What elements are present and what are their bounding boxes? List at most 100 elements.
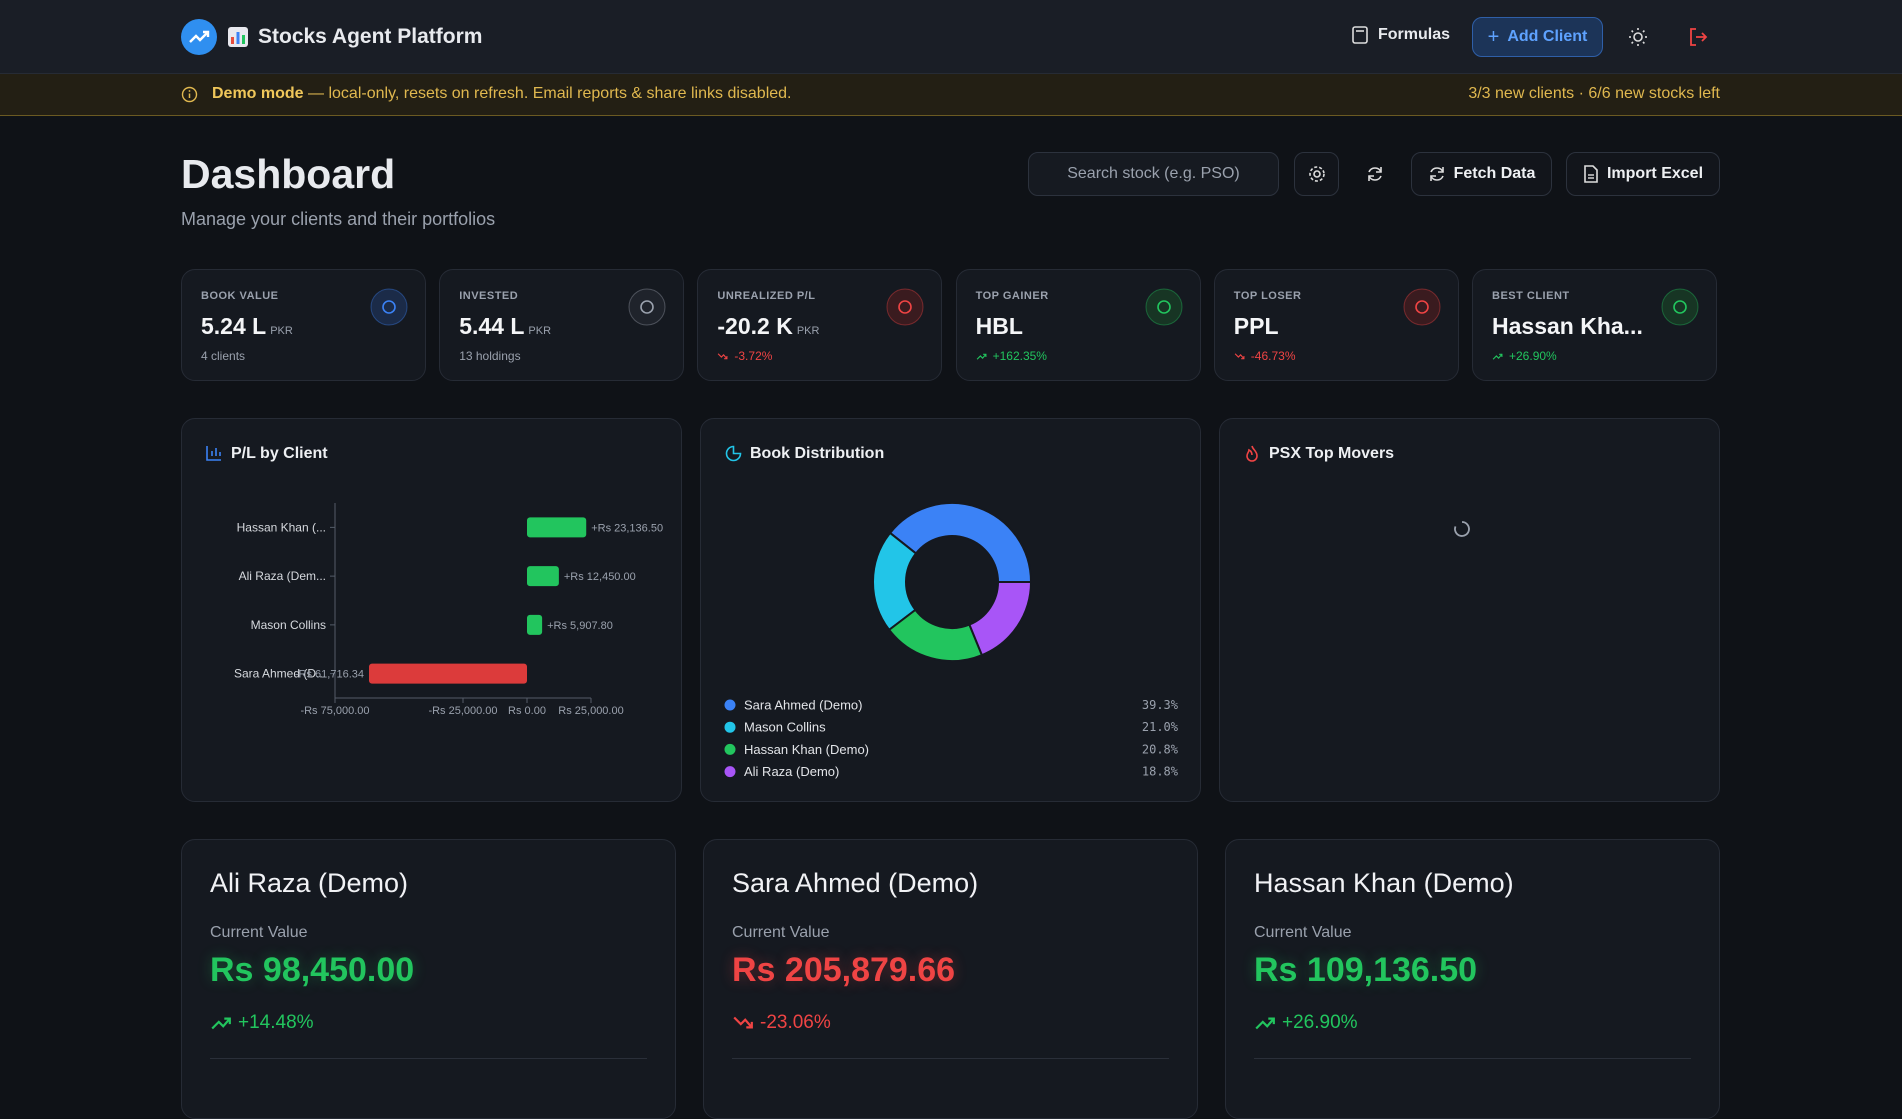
stat-value-row: Hassan Kha... bbox=[1492, 313, 1643, 340]
stat-unit: PKR bbox=[270, 325, 293, 337]
gear-icon bbox=[1308, 166, 1325, 182]
legend-value: 18.8% bbox=[1142, 765, 1179, 779]
stat-unit: PKR bbox=[528, 325, 552, 337]
refresh-icon bbox=[1429, 167, 1444, 181]
stat-icon bbox=[1661, 288, 1699, 326]
icon-bg bbox=[1403, 288, 1441, 326]
stat-label: TOP LOSER bbox=[1233, 290, 1302, 302]
pl-panel: P/L by Client -Rs 75,000.00 -Rs 25,000.00… bbox=[181, 418, 682, 802]
icon-glyph bbox=[1414, 300, 1429, 314]
stat-value-row: 5.24 L PKR bbox=[201, 313, 293, 340]
theme-toggle[interactable] bbox=[1628, 27, 1648, 47]
donut-slice bbox=[888, 502, 1033, 583]
stat-sub: -46.73% bbox=[1250, 349, 1296, 363]
value-label: Current Value bbox=[210, 924, 308, 941]
import-button[interactable]: Import Excel bbox=[1566, 152, 1720, 196]
legend-value: 39.3% bbox=[1142, 698, 1179, 712]
formulas-link[interactable]: Formulas bbox=[1352, 26, 1450, 44]
search-input[interactable]: Search stock (e.g. PSO) bbox=[1028, 152, 1279, 196]
icon-bg bbox=[886, 288, 924, 326]
legend-label: Ali Raza (Demo) bbox=[744, 764, 839, 779]
value-label: Current Value bbox=[1254, 924, 1352, 941]
stat-sub: 4 clients bbox=[201, 349, 246, 363]
divider bbox=[1254, 1058, 1691, 1059]
demo-banner: Demo mode — local-only, resets on refres… bbox=[0, 74, 1902, 116]
icon-bg bbox=[370, 288, 408, 326]
client-name: Sara Ahmed (Demo) bbox=[732, 868, 979, 898]
trend-icon bbox=[733, 1016, 753, 1029]
client-value: Rs 109,136.50 bbox=[1254, 951, 1478, 989]
client-card: Hassan Khan (Demo) Current Value Rs 109,13… bbox=[1225, 839, 1720, 1119]
stat-card: BOOK VALUE 5.24 L PKR 4 clients bbox=[181, 269, 426, 381]
x-tick-label: -Rs 25,000.00 bbox=[428, 705, 497, 717]
stat-value: -20.2 K bbox=[717, 313, 793, 339]
x-tick-label: -Rs 75,000.00 bbox=[300, 705, 369, 717]
client-card: Ali Raza (Demo) Current Value Rs 98,450.00… bbox=[181, 839, 676, 1119]
flame-icon bbox=[1246, 445, 1258, 462]
stat-value-row: HBL bbox=[976, 313, 1023, 340]
legend-label: Mason Collins bbox=[744, 720, 826, 735]
stat-card: UNREALIZED P/L -20.2 K PKR -3.72% bbox=[697, 269, 943, 381]
stat-sub: +26.90% bbox=[1509, 349, 1557, 363]
client-change-row: -23.06% bbox=[732, 1012, 831, 1034]
stat-card: INVESTED 5.44 L PKR 13 holdings bbox=[439, 269, 685, 381]
add-client-button[interactable]: + Add Client bbox=[1472, 17, 1603, 57]
page-subtitle: Manage your clients and their portfolios bbox=[181, 209, 496, 229]
legend-dot bbox=[724, 699, 736, 711]
fetch-text: Fetch Data bbox=[1453, 165, 1536, 182]
value-label: +Rs 12,450.00 bbox=[564, 571, 636, 583]
icon-glyph bbox=[640, 300, 654, 314]
trend-line bbox=[211, 1017, 231, 1030]
loading-spinner bbox=[1454, 521, 1470, 537]
bar bbox=[527, 614, 543, 635]
icon-bg bbox=[1145, 288, 1183, 326]
legend-value: 21.0% bbox=[1142, 720, 1179, 734]
value-label: +Rs 5,907.80 bbox=[547, 620, 613, 632]
stat-label: TOP GAINER bbox=[975, 290, 1049, 302]
banner-quota: 3/3 new clients · 6/6 new stocks left bbox=[1468, 85, 1720, 102]
icon-bg bbox=[628, 288, 666, 326]
x-tick-label: Rs 25,000.00 bbox=[558, 705, 623, 717]
client-change: +14.48% bbox=[238, 1012, 314, 1033]
stat-icon bbox=[370, 288, 408, 326]
y-tick-label: Hassan Khan (... bbox=[237, 520, 326, 534]
logout-button[interactable] bbox=[1688, 27, 1708, 47]
formulas-text: Formulas bbox=[1378, 26, 1451, 43]
trend-head bbox=[1499, 354, 1503, 358]
stat-value-row: 5.44 L PKR bbox=[459, 313, 551, 340]
value-label: +Rs 23,136.50 bbox=[591, 522, 663, 534]
stat-label: INVESTED bbox=[459, 290, 519, 302]
client-change-row: +14.48% bbox=[210, 1012, 314, 1034]
trend-line bbox=[1492, 354, 1503, 360]
legend-label: Hassan Khan (Demo) bbox=[744, 742, 869, 757]
refresh-icon bbox=[1367, 167, 1382, 181]
trend-head bbox=[1268, 1017, 1275, 1025]
panel-title: Book Distribution bbox=[750, 445, 885, 462]
chart-emoji bbox=[228, 27, 248, 47]
stat-card: TOP LOSER PPL -46.73% bbox=[1213, 269, 1459, 381]
banner-label: Demo mode bbox=[212, 85, 304, 102]
page-title: Dashboard bbox=[181, 151, 396, 197]
divider bbox=[732, 1058, 1169, 1059]
stat-sub: +162.35% bbox=[992, 349, 1047, 363]
legend-dot bbox=[724, 721, 736, 733]
fetch-button[interactable]: Fetch Data bbox=[1411, 152, 1552, 196]
client-change: +26.90% bbox=[1282, 1012, 1358, 1033]
divider bbox=[210, 1058, 647, 1059]
refresh-button[interactable] bbox=[1352, 152, 1397, 196]
add-client-text: Add Client bbox=[1507, 28, 1588, 45]
stat-sub-row: +162.35% bbox=[976, 349, 1047, 363]
bar bbox=[527, 566, 559, 587]
stat-sub-row: -46.73% bbox=[1234, 349, 1296, 363]
panel-title: P/L by Client bbox=[231, 445, 328, 462]
stat-value: 5.44 L bbox=[459, 313, 525, 339]
y-tick-label: Sara Ahmed (D... bbox=[234, 667, 326, 681]
y-tick-label: Mason Collins bbox=[251, 618, 326, 632]
stat-value-row: PPL bbox=[1234, 313, 1279, 340]
stat-icon bbox=[1145, 288, 1183, 326]
settings-button[interactable] bbox=[1294, 152, 1339, 196]
x-tick-label: Rs 0.00 bbox=[508, 705, 546, 717]
value-label: Current Value bbox=[732, 924, 830, 941]
stat-icon bbox=[628, 288, 666, 326]
